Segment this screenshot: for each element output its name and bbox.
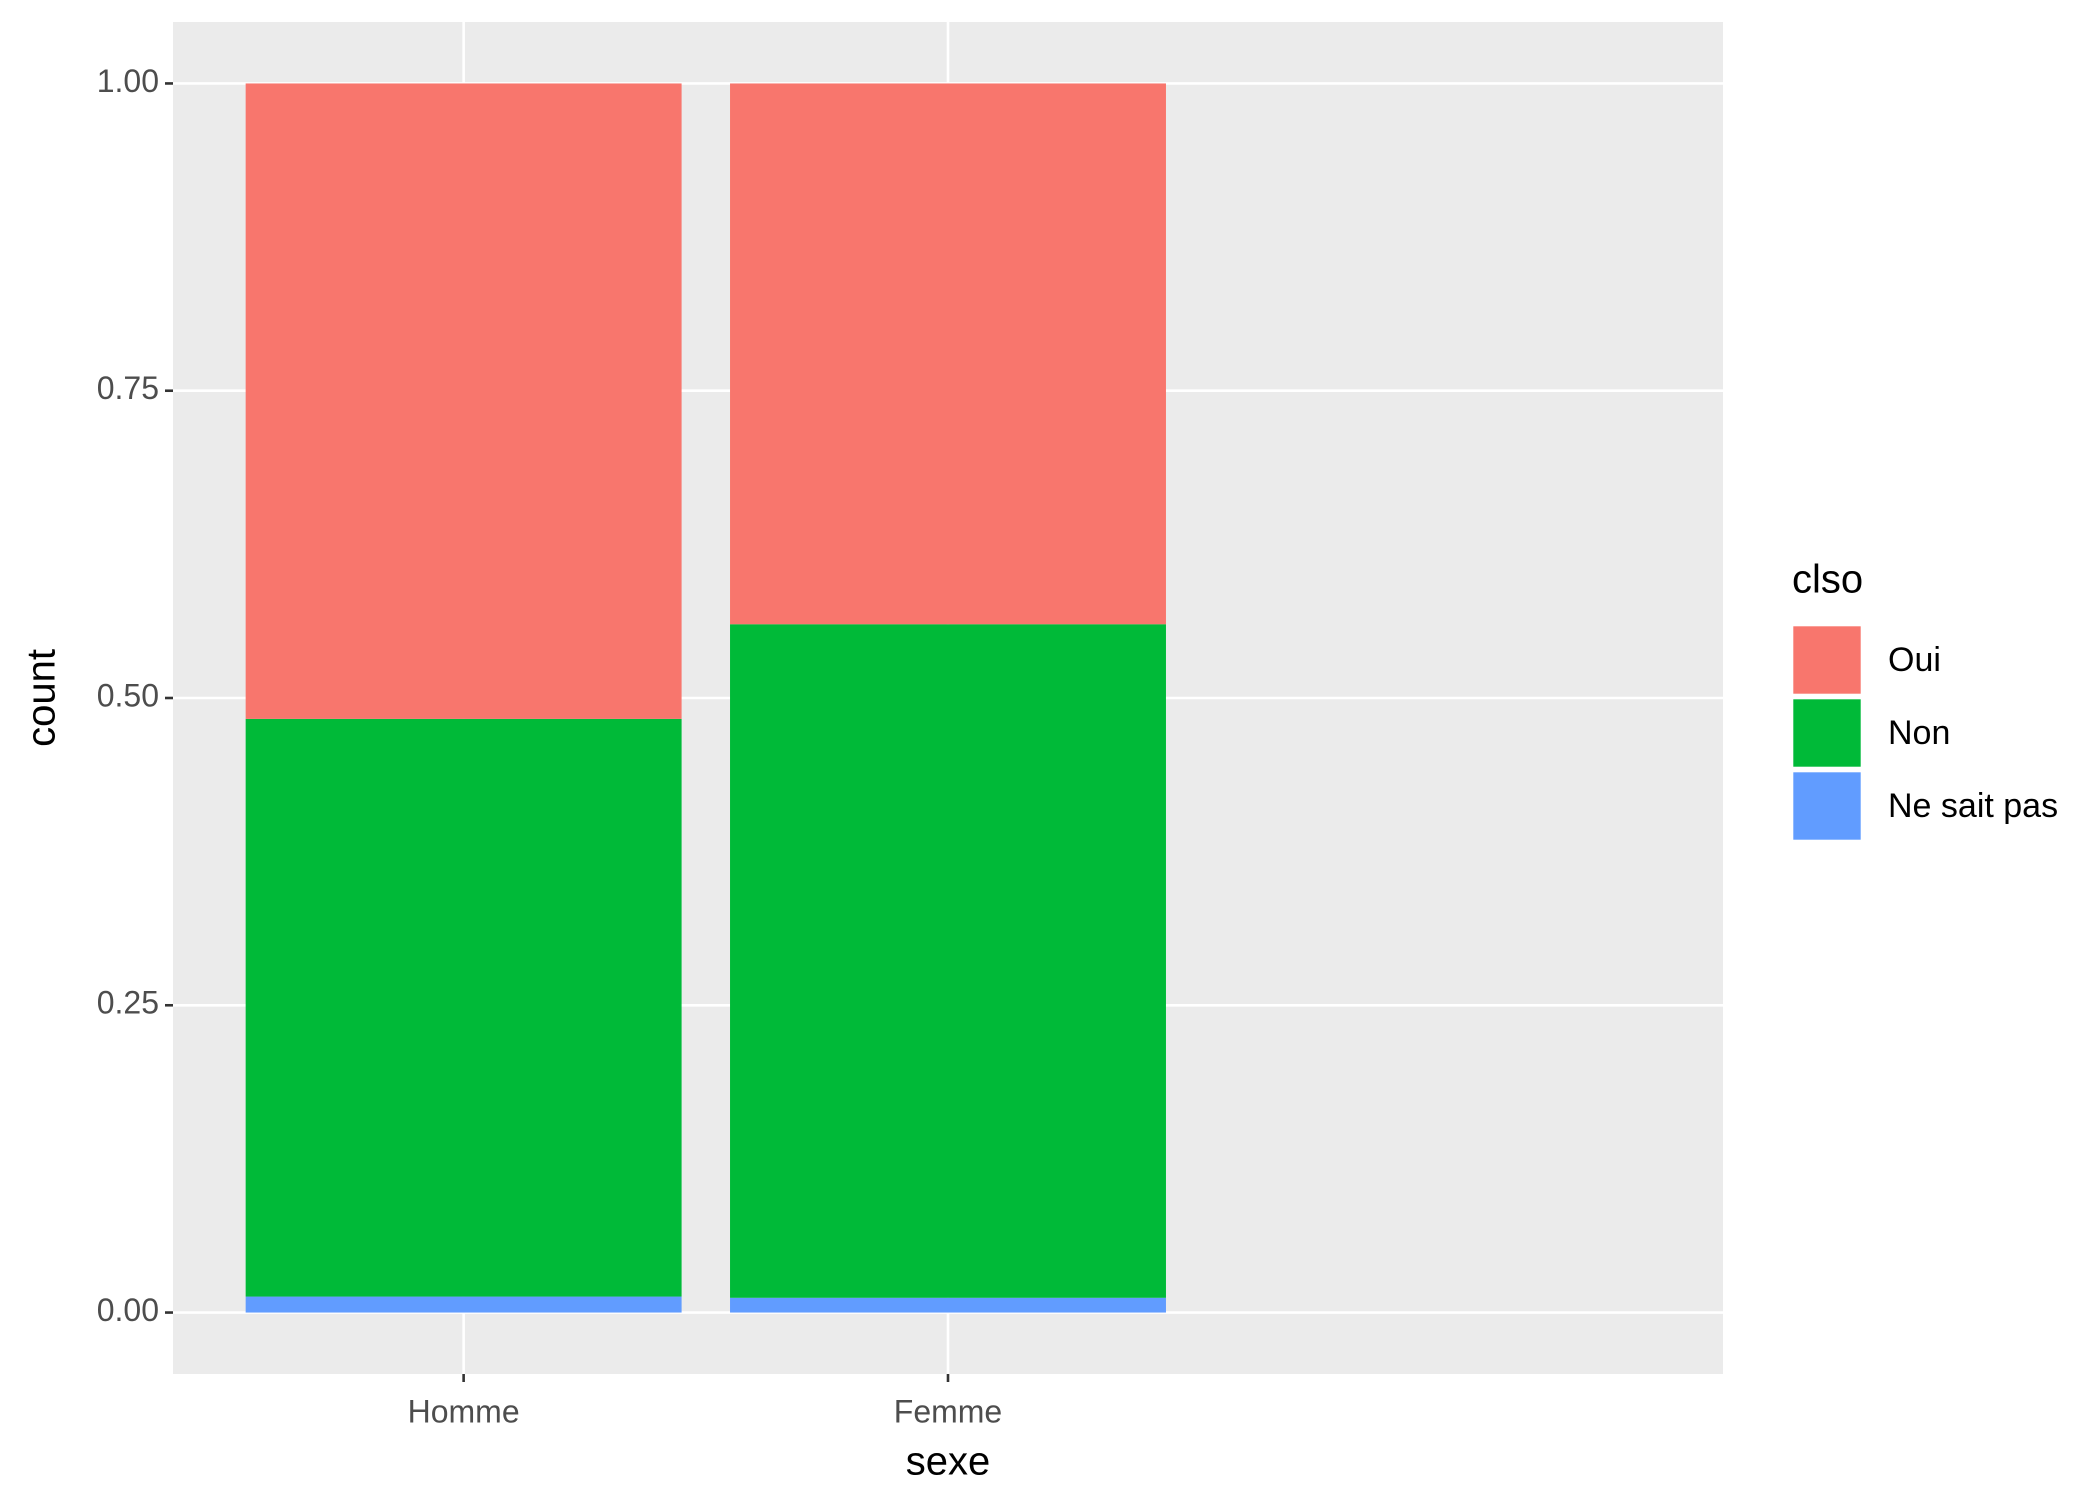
y-tick-label: 1.00 xyxy=(97,63,159,99)
legend-label: Non xyxy=(1888,714,1950,752)
bar-segment xyxy=(245,1296,682,1313)
bar-segment xyxy=(730,83,1166,625)
legend-label: Ne sait pas xyxy=(1888,787,2058,825)
y-axis-title: count xyxy=(20,649,64,747)
x-axis-title: sexe xyxy=(906,1440,991,1484)
y-tick-label: 0.50 xyxy=(97,677,159,713)
legend-title: clso xyxy=(1792,558,1863,602)
y-tick-label: 0.75 xyxy=(97,370,159,406)
x-tick-label: Femme xyxy=(894,1393,1002,1429)
bar-segment xyxy=(245,83,682,719)
x-tick-label: Homme xyxy=(408,1393,520,1429)
bar-segment xyxy=(245,718,682,1297)
legend-label: Oui xyxy=(1888,641,1941,679)
bar-segment xyxy=(730,624,1166,1298)
legend-key xyxy=(1790,769,1864,843)
legend-key xyxy=(1790,623,1864,697)
y-tick-label: 0.00 xyxy=(97,1292,159,1328)
legend-key xyxy=(1790,696,1864,770)
y-tick-label: 0.25 xyxy=(97,985,159,1021)
bar-segment xyxy=(730,1297,1166,1313)
